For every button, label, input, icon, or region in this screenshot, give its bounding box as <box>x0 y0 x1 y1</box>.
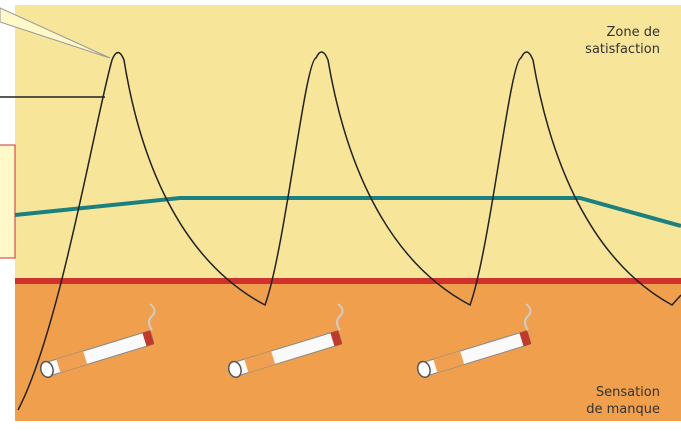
zone-label: de manque <box>586 402 660 417</box>
page: Zone de satisfaction Sensation de manque… <box>0 0 681 447</box>
callout-box <box>0 145 15 258</box>
zone-label: satisfaction <box>585 42 660 57</box>
zone-label: Zone de <box>607 25 660 40</box>
diagram: Zone de satisfaction Sensation de manque <box>0 0 681 447</box>
zone-label: Sensation <box>596 385 660 400</box>
